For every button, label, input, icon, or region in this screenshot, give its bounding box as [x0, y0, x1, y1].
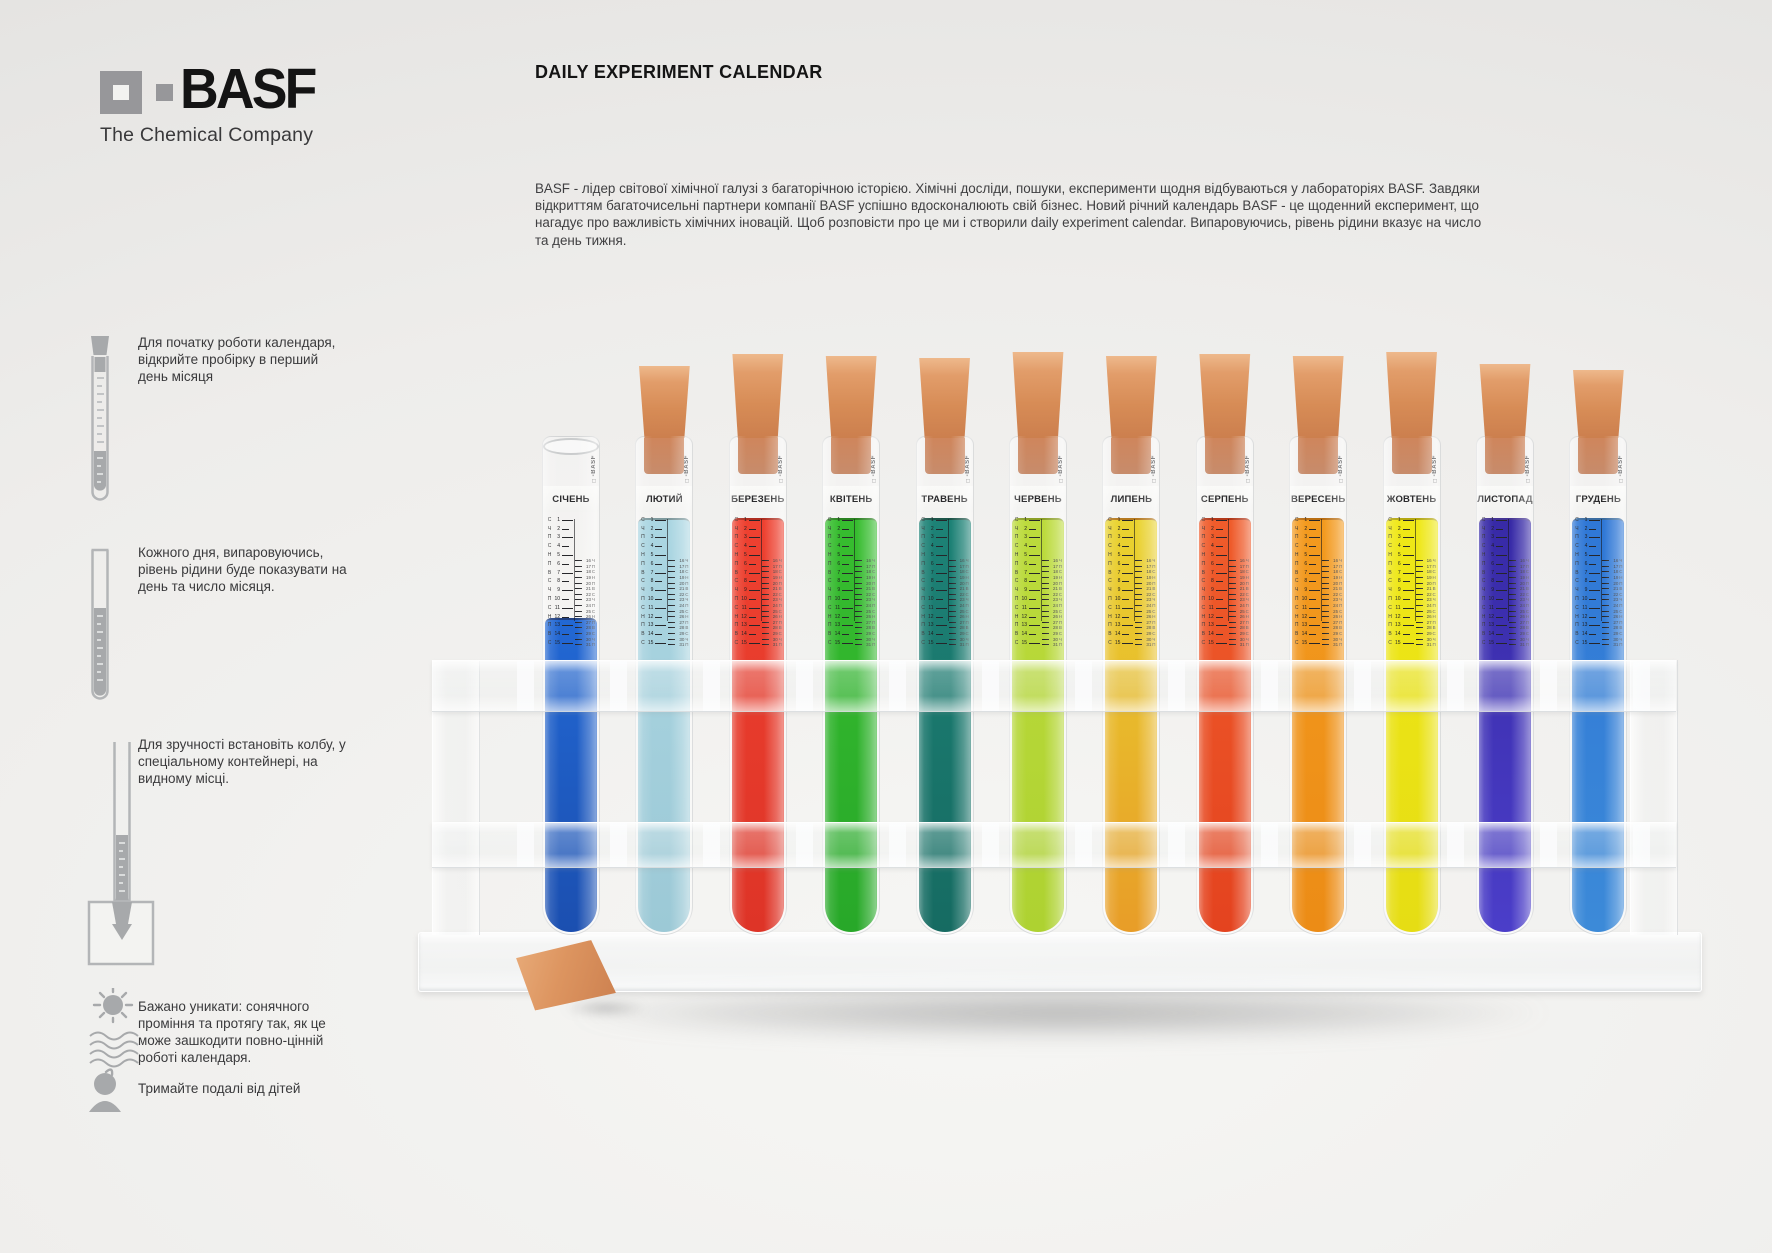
cork-inserted — [1578, 438, 1619, 474]
day-scale: С 1 Ч 2 П 3 С 4 Н 5 П 6 В 7 С 8 Ч 9 П 10 С 11 Н 12 П 13 В 14 С 15 16 Ч… — [641, 516, 689, 648]
month-label: ЖОВТЕНЬ — [1383, 486, 1440, 512]
basf-vertical-mark: □-BASF — [591, 455, 597, 483]
cork-stopper — [1199, 354, 1251, 438]
cork-inserted — [831, 438, 872, 474]
cork-inserted — [1391, 438, 1432, 474]
cork-inserted — [924, 438, 965, 474]
page-title: DAILY EXPERIMENT CALENDAR — [535, 62, 823, 82]
day-scale: С 1 Ч 2 П 3 С 4 Н 5 П 6 В 7 С 8 Ч 9 П 10 С 11 Н 12 П 13 В 14 С 15 16 Ч… — [1014, 516, 1063, 648]
basf-vertical-mark: □-BASF — [1151, 455, 1158, 483]
month-label: СЕРПЕНЬ — [1196, 486, 1253, 512]
child-icon — [86, 1068, 126, 1117]
cork-inserted — [1111, 438, 1152, 474]
month-label: КВІТЕНЬ — [823, 486, 880, 512]
cork-inserted — [1204, 438, 1245, 474]
cork-inserted — [1485, 438, 1525, 474]
basf-logo-dot-icon — [156, 84, 173, 101]
open-test-tube-icon — [86, 548, 114, 715]
rack-top-rail — [432, 660, 1676, 712]
cork-stopper — [1479, 364, 1531, 438]
open-tube-rim — [543, 438, 599, 455]
instruction-text: Для початку роботи календаря, відкрийте … — [138, 335, 336, 384]
basf-logo-square-icon — [100, 71, 142, 114]
cork-inserted — [644, 438, 685, 474]
month-label: ВЕРЕСЕНЬ — [1290, 486, 1347, 512]
day-scale: С 1 Ч 2 П 3 С 4 Н 5 П 6 В 7 С 8 Ч 9 П 10 С 11 Н 12 П 13 В 14 С 15 16 Ч… — [734, 516, 782, 648]
day-scale: С 1 Ч 2 П 3 С 4 Н 5 П 6 В 7 С 8 Ч 9 П 10 С 11 Н 12 П 13 В 14 С 15 16 Ч… — [1481, 516, 1530, 648]
instruction-text: Для зручності встановіть колбу, у спеціа… — [138, 737, 346, 786]
day-scale: С 1 Ч 2 П 3 С 4 Н 5 П 6 В 7 С 8 Ч 9 П 10 С 11 Н 12 П 13 В 14 С 15 16 Ч… — [547, 516, 596, 648]
cork-stopper — [1386, 352, 1437, 438]
cork-inserted — [1018, 438, 1058, 474]
sun-and-draft-icon — [86, 986, 152, 1079]
basf-vertical-mark: □-BASF — [1058, 455, 1064, 483]
basf-vertical-mark: □-BASF — [964, 455, 971, 483]
day-scale: С 1 Ч 2 П 3 С 4 Н 5 П 6 В 7 С 8 Ч 9 П 10 С 11 Н 12 П 13 В 14 С 15 16 Ч… — [921, 516, 969, 648]
month-label: СІЧЕНЬ — [543, 486, 599, 512]
day-scale: С 1 Ч 2 П 3 С 4 Н 5 П 6 В 7 С 8 Ч 9 П 10 С 11 Н 12 П 13 В 14 С 15 16 Ч… — [1201, 516, 1249, 648]
month-label: ГРУДЕНЬ — [1570, 486, 1627, 512]
month-label: ЧЕРВЕНЬ — [1010, 486, 1066, 512]
cork-stopper — [1573, 370, 1624, 438]
basf-vertical-mark: □-BASF — [1525, 455, 1531, 483]
month-label: БЕРЕЗЕНЬ — [729, 486, 786, 512]
basf-vertical-mark: □-BASF — [684, 455, 691, 483]
month-label: ЛИСТОПАД — [1477, 486, 1533, 512]
day-scale: С 1 Ч 2 П 3 С 4 Н 5 П 6 В 7 С 8 Ч 9 П 10 С 11 Н 12 П 13 В 14 С 15 16 Ч… — [1575, 516, 1623, 648]
cork-inserted — [737, 438, 778, 474]
day-scale: С 1 Ч 2 П 3 С 4 Н 5 П 6 В 7 С 8 Ч 9 П 10 С 11 Н 12 П 13 В 14 С 15 16 Ч… — [1388, 516, 1436, 648]
cork-inserted — [1298, 438, 1339, 474]
day-scale: С 1 Ч 2 П 3 С 4 Н 5 П 6 В 7 С 8 Ч 9 П 10 С 11 Н 12 П 13 В 14 С 15 16 Ч… — [827, 516, 876, 648]
glass-base — [418, 932, 1702, 992]
brand-tagline: The Chemical Company — [100, 124, 314, 146]
day-scale: С 1 Ч 2 П 3 С 4 Н 5 П 6 В 7 С 8 Ч 9 П 10 С 11 Н 12 П 13 В 14 С 15 16 Ч… — [1294, 516, 1343, 648]
basf-vertical-mark: □-BASF — [777, 455, 784, 483]
intro-paragraph: BASF - лідер світової хімічної галузі з … — [535, 181, 1482, 248]
cork-stopper — [1292, 356, 1344, 438]
month-label: ЛЮТИЙ — [636, 486, 693, 512]
instruction-text: Кожного дня, випаровуючись, рівень рідин… — [138, 545, 347, 594]
month-label: ТРАВЕНЬ — [916, 486, 973, 512]
month-label: ЛИПЕНЬ — [1103, 486, 1160, 512]
basf-vertical-mark: □-BASF — [1618, 455, 1625, 483]
instruction-text: Тримайте подалі від дітей — [138, 1081, 301, 1096]
basf-vertical-mark: □-BASF — [1244, 455, 1251, 483]
cork-stopper — [732, 354, 784, 438]
brand-name: BASF — [180, 57, 317, 121]
cork-stopper — [919, 358, 970, 438]
rack-bottom-rail — [432, 822, 1676, 868]
basf-vertical-mark: □-BASF — [1338, 455, 1345, 483]
cork-stopper — [639, 366, 690, 438]
basf-vertical-mark: □-BASF — [871, 455, 878, 483]
cork-stopper — [1012, 352, 1064, 438]
cork-stopper — [1106, 356, 1157, 438]
corked-test-tube-icon — [86, 336, 114, 516]
tube-in-container-icon — [86, 740, 158, 980]
fallen-cork-shadow — [545, 998, 665, 1018]
instruction-text: Бажано уникати: сонячного проміння та пр… — [138, 999, 326, 1065]
day-scale: С 1 Ч 2 П 3 С 4 Н 5 П 6 В 7 С 8 Ч 9 П 10 С 11 Н 12 П 13 В 14 С 15 16 Ч… — [1108, 516, 1156, 648]
basf-vertical-mark: □-BASF — [1431, 455, 1438, 483]
basf-logo: BASF — [100, 57, 430, 128]
cork-stopper — [825, 356, 877, 438]
